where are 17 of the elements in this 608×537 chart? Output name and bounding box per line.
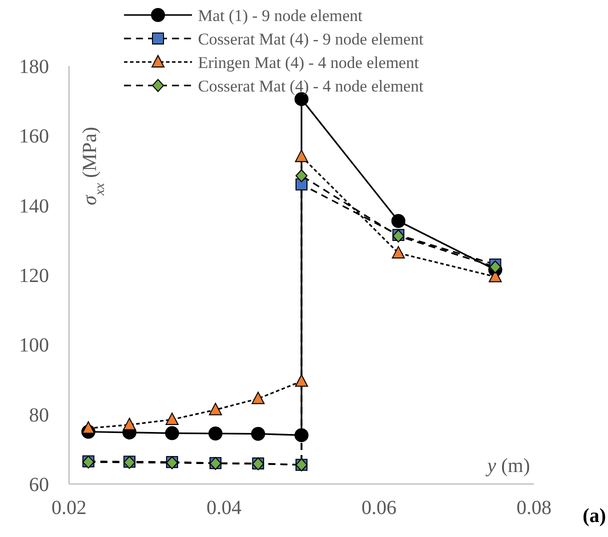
y-tick-label: 140 [19, 195, 49, 218]
y-tick-label: 180 [19, 56, 49, 78]
x-tick-label: 0.02 [52, 497, 86, 519]
x-axis-title: y (m) [485, 455, 530, 477]
y-tick-label: 60 [29, 474, 49, 496]
x-tick-label: 0.06 [362, 497, 396, 519]
legend-label: Eringen Mat (4) - 4 node element [198, 52, 420, 72]
x-tick-label: 0.04 [206, 497, 242, 519]
legend-label: Cosserat Mat (4) - 4 node element [198, 76, 424, 96]
x-tick-label: 0.08 [516, 497, 552, 519]
legend-label: Cosserat Mat (4) - 9 node element [198, 29, 424, 48]
y-tick-label: 80 [29, 404, 49, 426]
legend-label: Mat (1) - 9 node element [198, 6, 363, 25]
y-tick-label: 100 [19, 334, 49, 357]
text: (a) [582, 505, 606, 527]
y-tick-label: 120 [19, 265, 49, 287]
y-tick-label: 160 [19, 126, 49, 148]
